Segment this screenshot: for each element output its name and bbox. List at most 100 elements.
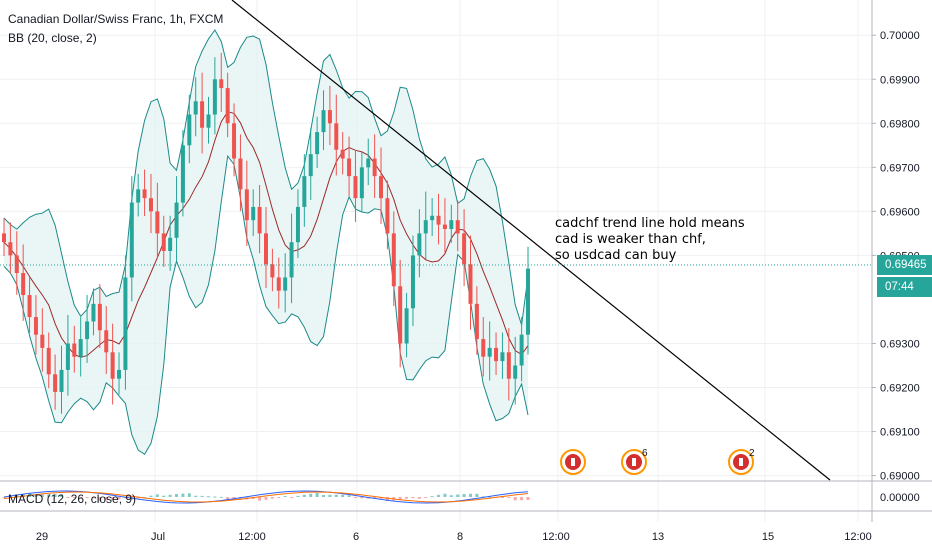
macd-histogram-bar	[520, 497, 524, 501]
macd-histogram-bar	[85, 497, 89, 499]
candle-body	[97, 303, 102, 331]
macd-histogram-bar	[322, 495, 326, 497]
candle-body	[85, 321, 90, 340]
y-tick-label: 0.69200	[880, 383, 920, 395]
macd-label[interactable]: MACD (12, 26, close, 9)	[8, 492, 137, 506]
candle-body	[347, 158, 352, 177]
candle-body	[321, 110, 326, 133]
macd-histogram-bar	[143, 496, 147, 498]
candle-body	[270, 264, 275, 278]
candle-body	[334, 123, 339, 150]
macd-histogram-bar	[181, 493, 185, 497]
last-price-label: 0.69465	[877, 255, 932, 275]
macd-histogram-bar	[72, 497, 76, 498]
macd-histogram-bar	[264, 497, 268, 500]
candle-body	[117, 369, 122, 379]
bar-countdown-label: 07:44	[877, 277, 932, 297]
candle-body	[27, 295, 32, 318]
candle-body	[276, 277, 281, 291]
candle-body	[2, 233, 6, 243]
macd-histogram-bar	[462, 494, 466, 497]
macd-histogram-bar	[149, 495, 153, 497]
macd-histogram-bar	[315, 493, 319, 497]
candle-body	[340, 149, 345, 159]
macd-histogram-bar	[47, 494, 51, 497]
macd-histogram-bar	[405, 497, 409, 499]
candle-body	[53, 374, 58, 392]
candle-body	[468, 264, 473, 304]
macd-histogram-bar	[238, 497, 242, 500]
indicator-label[interactable]: BB (20, close, 2)	[8, 31, 97, 45]
annotation-line: cad is weaker than chf,	[555, 232, 706, 247]
candle-body	[155, 211, 160, 234]
macd-histogram-bar	[468, 493, 472, 497]
canada-flag-icon: 6	[621, 448, 648, 475]
macd-histogram-bar	[385, 497, 389, 501]
event-badge: 2	[749, 448, 755, 459]
candle-body	[142, 189, 147, 199]
candle-body	[410, 255, 415, 309]
x-tick-label: 12:00	[542, 531, 570, 543]
candle-body	[232, 123, 237, 159]
candle-body	[283, 277, 288, 291]
canada-flag-icon	[560, 449, 586, 475]
candle-body	[33, 317, 38, 335]
candle-body	[526, 268, 530, 335]
candle-body	[129, 202, 134, 278]
candle-body	[308, 154, 313, 177]
macd-histogram-bar	[417, 497, 421, 499]
candle-body	[474, 303, 479, 340]
candle-body	[513, 365, 518, 379]
candle-body	[359, 167, 364, 199]
macd-histogram-bar	[91, 497, 95, 499]
macd-histogram-bar	[430, 496, 434, 498]
trendline-segment	[231, 0, 831, 481]
candle-body	[161, 233, 166, 252]
candle-body	[353, 176, 358, 199]
trendline	[0, 0, 872, 481]
y-tick-label: 0.69600	[880, 206, 920, 218]
candle-body	[404, 308, 409, 344]
x-tick-label: 12:00	[238, 531, 266, 543]
candle-body	[91, 303, 96, 322]
macd-histogram-bar	[136, 497, 140, 499]
macd-histogram-bar	[168, 494, 172, 497]
macd-histogram-bar	[328, 494, 332, 497]
candle-body	[500, 352, 505, 362]
x-tick-label: 12:00	[844, 531, 872, 543]
macd-pane	[0, 480, 932, 512]
candle-body	[238, 158, 243, 190]
candle-body	[327, 110, 332, 124]
macd-histogram-bar	[290, 497, 294, 498]
candle-body	[295, 206, 300, 243]
candle-body	[462, 233, 467, 265]
macd-histogram-bar	[449, 495, 453, 497]
x-tick-label: Jul	[151, 531, 165, 543]
candle-body	[123, 277, 128, 370]
macd-histogram-bar	[162, 495, 166, 497]
candle-body	[481, 339, 486, 357]
macd-histogram-bar	[360, 497, 364, 499]
y-tick-label: 0.70000	[880, 30, 920, 42]
candle-body	[212, 79, 217, 115]
y-tick-label: 0.69100	[880, 427, 920, 439]
macd-histogram-bar	[111, 497, 115, 500]
candle-body	[494, 347, 499, 362]
candle-body	[78, 339, 83, 357]
macd-histogram-bar	[398, 497, 402, 500]
candle-body	[8, 242, 13, 256]
macd-histogram-bar	[60, 494, 64, 497]
x-tick-label: 8	[457, 531, 463, 543]
candle-body	[366, 158, 371, 168]
x-tick-label: 13	[652, 531, 664, 543]
macd-histogram-bar	[175, 494, 179, 497]
macd-histogram-bar	[353, 497, 357, 499]
candle-body	[372, 158, 377, 177]
basis-line	[3, 111, 529, 358]
macd-histogram-bar	[456, 494, 460, 497]
macd-histogram-bar	[302, 494, 306, 497]
macd-histogram-bar	[443, 493, 447, 497]
annotation-text[interactable]: cadchf trend line hold means cad is weak…	[555, 216, 745, 264]
macd-histogram-bar	[2, 497, 6, 498]
